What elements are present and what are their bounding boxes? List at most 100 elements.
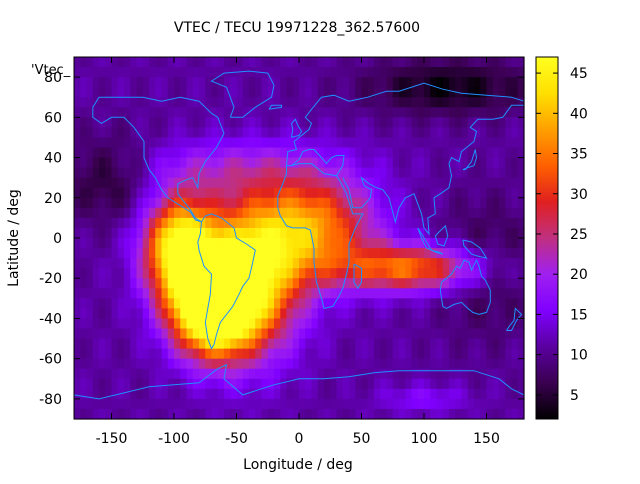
heatmap-cell (417, 258, 425, 269)
heatmap-cell (224, 167, 231, 179)
heatmap-cell (361, 408, 369, 420)
heatmap-cell (105, 197, 113, 209)
heatmap-cell (380, 77, 388, 88)
heatmap-cell (186, 248, 194, 259)
heatmap-cell (367, 388, 375, 400)
heatmap-cell (149, 117, 156, 128)
heatmap-cell (236, 248, 244, 259)
heatmap-cell (305, 127, 313, 139)
heatmap-cell (236, 338, 244, 350)
heatmap-cell (211, 87, 219, 98)
heatmap-cell (480, 207, 488, 219)
heatmap-cell (336, 97, 344, 108)
heatmap-cell (324, 147, 331, 159)
heatmap-cell (199, 318, 206, 330)
heatmap-cell (511, 338, 519, 350)
heatmap-cell (136, 57, 144, 68)
heatmap-cell (449, 87, 456, 98)
heatmap-cell (155, 97, 163, 108)
heatmap-cell (505, 248, 513, 259)
heatmap-cell (467, 57, 475, 68)
heatmap-cell (442, 238, 450, 249)
heatmap-cell (474, 388, 481, 400)
heatmap-cell (161, 278, 169, 289)
heatmap-cell (386, 248, 394, 259)
heatmap-cell (355, 157, 363, 169)
heatmap-cell (374, 358, 381, 370)
heatmap-cell (405, 187, 413, 199)
heatmap-cell (349, 67, 356, 78)
heatmap-cell (417, 187, 425, 199)
heatmap-cell (399, 248, 406, 259)
heatmap-cell (292, 328, 300, 340)
heatmap-cell (336, 107, 344, 118)
heatmap-cell (224, 147, 231, 159)
heatmap-cell (355, 197, 363, 209)
heatmap-cell (99, 268, 106, 279)
heatmap-cell (161, 328, 169, 340)
heatmap-cell (236, 147, 244, 159)
heatmap-cell (80, 368, 88, 380)
heatmap-cell (455, 328, 463, 340)
heatmap-cell (242, 298, 250, 309)
heatmap-cell (424, 217, 431, 229)
heatmap-cell (274, 258, 281, 269)
heatmap-cell (136, 207, 144, 219)
heatmap-cell (199, 57, 206, 68)
heatmap-cell (317, 318, 325, 330)
heatmap-cell (392, 67, 400, 78)
heatmap-cell (461, 268, 469, 279)
heatmap-cell (117, 338, 125, 350)
heatmap-cell (511, 328, 519, 340)
heatmap-cell (399, 177, 406, 189)
heatmap-cell (424, 137, 431, 149)
heatmap-cell (474, 137, 481, 149)
heatmap-cell (105, 318, 113, 330)
heatmap-cell (442, 338, 450, 350)
heatmap-cell (436, 167, 444, 179)
heatmap-cell (261, 197, 269, 209)
heatmap-cell (399, 338, 406, 350)
heatmap-cell (455, 67, 463, 78)
heatmap-cell (211, 117, 219, 128)
heatmap-cell (211, 308, 219, 320)
heatmap-cell (411, 308, 419, 320)
heatmap-cell (286, 157, 294, 169)
heatmap-cell (280, 107, 288, 118)
heatmap-cell (105, 147, 113, 159)
heatmap-cell (449, 67, 456, 78)
heatmap-cell (105, 77, 113, 88)
heatmap-cell (380, 97, 388, 108)
heatmap-cell (249, 77, 256, 88)
heatmap-cell (99, 107, 106, 118)
heatmap-cell (249, 207, 256, 219)
heatmap-cell (474, 408, 481, 420)
heatmap-cell (242, 348, 250, 360)
heatmap-cell (330, 378, 338, 390)
heatmap-cell (186, 378, 194, 390)
heatmap-cell (205, 378, 213, 390)
heatmap-cell (274, 348, 281, 360)
heatmap-cell (430, 298, 438, 309)
heatmap-cell (111, 308, 119, 320)
heatmap-cell (230, 398, 238, 410)
heatmap-cell (155, 248, 163, 259)
heatmap-cell (505, 207, 513, 219)
heatmap-cell (267, 318, 275, 330)
heatmap-cell (174, 157, 181, 169)
heatmap-cell (355, 278, 363, 289)
heatmap-cell (130, 157, 138, 169)
heatmap-cell (511, 398, 519, 410)
heatmap-cell (430, 308, 438, 320)
heatmap-cell (380, 338, 388, 350)
heatmap-cell (349, 77, 356, 88)
heatmap-cell (317, 157, 325, 169)
heatmap-cell (217, 398, 225, 410)
heatmap-cell (324, 278, 331, 289)
heatmap-cell (92, 388, 100, 400)
heatmap-cell (499, 358, 506, 370)
heatmap-cell (142, 398, 150, 410)
heatmap-cell (124, 248, 131, 259)
heatmap-cell (161, 398, 169, 410)
heatmap-cell (330, 388, 338, 400)
